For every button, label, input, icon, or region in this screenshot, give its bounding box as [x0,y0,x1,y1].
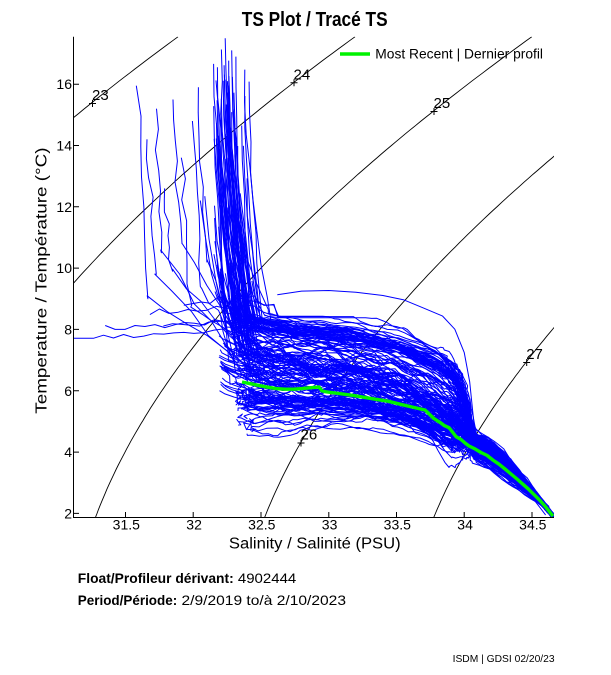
svg-text:33.5: 33.5 [384,516,411,532]
svg-text:Most Recent | Dernier profil: Most Recent | Dernier profil [375,46,543,62]
svg-text:Period/Période: 2/9/2019 to/à: Period/Période: 2/9/2019 to/à 2/10/2023 [78,592,346,608]
svg-text:32: 32 [186,516,202,532]
svg-text:27: 27 [526,346,543,363]
svg-text:34: 34 [457,516,473,532]
svg-text:10: 10 [56,260,72,276]
svg-text:23: 23 [92,87,109,104]
svg-text:ISDM | GDSI 02/20/23: ISDM | GDSI 02/20/23 [453,654,555,665]
svg-text:14: 14 [56,138,72,154]
svg-text:Temperature / Température (°C): Temperature / Température (°C) [34,147,51,413]
svg-text:4: 4 [64,444,72,460]
svg-text:34.5: 34.5 [519,516,546,532]
svg-text:2: 2 [64,505,72,521]
svg-text:25: 25 [434,95,451,112]
svg-text:TS Plot / Tracé TS: TS Plot / Tracé TS [242,9,388,31]
svg-text:32.5: 32.5 [248,516,275,532]
svg-text:Salinity / Salinité (PSU): Salinity / Salinité (PSU) [229,536,401,553]
svg-text:8: 8 [64,321,72,337]
svg-text:31.5: 31.5 [113,516,140,532]
svg-text:24: 24 [294,66,311,83]
svg-text:Float/Profileur dérivant: 4902: Float/Profileur dérivant: 4902444 [78,570,297,586]
svg-text:26: 26 [301,427,318,444]
svg-text:12: 12 [56,199,72,215]
svg-text:6: 6 [64,383,72,399]
svg-text:16: 16 [56,76,72,92]
svg-text:33: 33 [322,516,338,532]
